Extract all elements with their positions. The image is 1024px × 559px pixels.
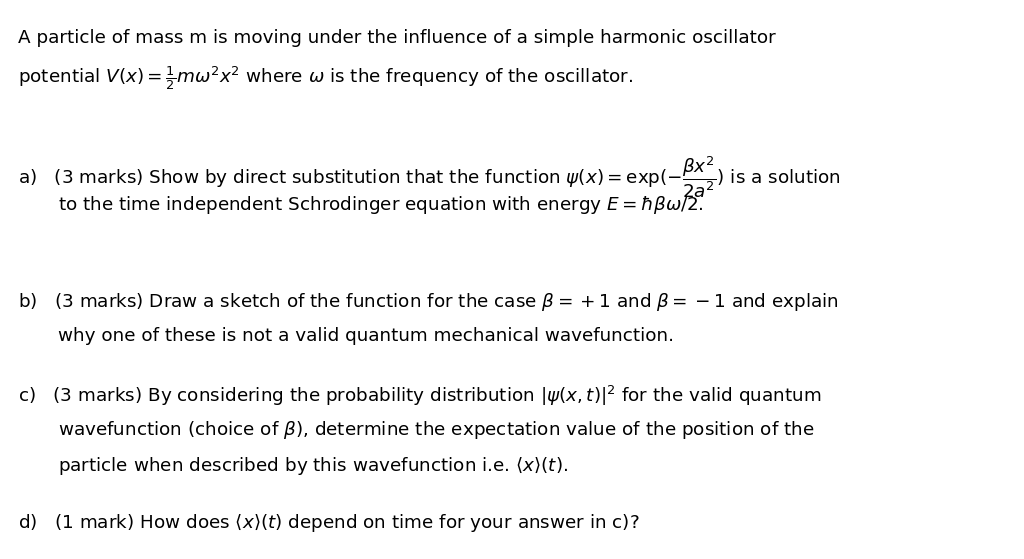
Text: potential $V(x) = \frac{1}{2}m\omega^2x^2$ where $\omega$ is the frequency of th: potential $V(x) = \frac{1}{2}m\omega^2x^… bbox=[18, 64, 633, 92]
Text: A particle of mass m is moving under the influence of a simple harmonic oscillat: A particle of mass m is moving under the… bbox=[18, 29, 776, 47]
Text: b)   (3 marks) Draw a sketch of the function for the case $\beta = +1$ and $\bet: b) (3 marks) Draw a sketch of the functi… bbox=[18, 291, 839, 313]
Text: to the time independent Schrodinger equation with energy $E = \hbar\beta\omega/2: to the time independent Schrodinger equa… bbox=[58, 194, 703, 216]
Text: wavefunction (choice of $\beta$), determine the expectation value of the positio: wavefunction (choice of $\beta$), determ… bbox=[58, 419, 814, 441]
Text: c)   (3 marks) By considering the probability distribution $|\psi(x,t)|^2$ for t: c) (3 marks) By considering the probabil… bbox=[18, 384, 821, 408]
Text: a)   (3 marks) Show by direct substitution that the function $\psi(x) = \mathrm{: a) (3 marks) Show by direct substitution… bbox=[18, 154, 841, 200]
Text: d)   (1 mark) How does $\langle x\rangle(t)$ depend on time for your answer in c: d) (1 mark) How does $\langle x\rangle(t… bbox=[18, 512, 640, 534]
Text: why one of these is not a valid quantum mechanical wavefunction.: why one of these is not a valid quantum … bbox=[58, 327, 674, 345]
Text: particle when described by this wavefunction i.e. $\langle x\rangle(t)$.: particle when described by this wavefunc… bbox=[58, 455, 568, 477]
